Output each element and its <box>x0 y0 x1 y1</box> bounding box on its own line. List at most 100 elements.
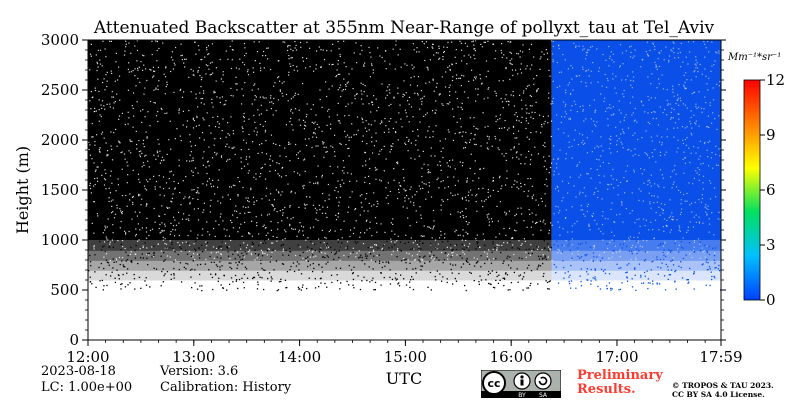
noise-speckle <box>379 150 381 152</box>
noise-speckle <box>474 58 476 60</box>
noise-speckle <box>234 184 236 187</box>
noise-speckle <box>506 242 508 244</box>
noise-speckle <box>323 141 325 144</box>
noise-speckle <box>583 260 585 262</box>
noise-speckle <box>536 91 538 93</box>
noise-speckle <box>364 62 366 64</box>
noise-speckle <box>407 100 409 102</box>
noise-speckle <box>412 68 414 70</box>
noise-speckle <box>158 215 161 217</box>
noise-speckle <box>623 89 625 92</box>
noise-speckle <box>245 158 247 160</box>
noise-speckle <box>590 280 592 282</box>
noise-speckle <box>587 279 589 281</box>
noise-speckle <box>137 67 139 70</box>
noise-speckle <box>632 134 634 136</box>
noise-speckle <box>143 93 145 95</box>
noise-speckle <box>339 267 342 269</box>
noise-speckle <box>709 198 712 200</box>
noise-speckle <box>610 107 612 109</box>
noise-speckle <box>231 147 233 149</box>
noise-speckle <box>609 258 611 260</box>
noise-speckle <box>388 131 390 133</box>
noise-speckle <box>279 89 281 91</box>
noise-speckle <box>571 78 573 80</box>
noise-speckle <box>710 157 712 159</box>
noise-speckle <box>651 259 653 261</box>
noise-speckle <box>374 281 377 284</box>
noise-speckle <box>582 110 584 112</box>
noise-speckle <box>216 256 218 258</box>
noise-speckle <box>602 53 604 56</box>
noise-speckle <box>490 262 493 264</box>
noise-speckle <box>361 49 363 51</box>
noise-speckle <box>707 40 709 43</box>
noise-speckle <box>541 126 543 128</box>
noise-speckle <box>230 277 233 279</box>
noise-speckle <box>408 139 410 141</box>
noise-speckle <box>527 122 529 124</box>
noise-speckle <box>544 205 547 207</box>
noise-speckle <box>582 143 585 145</box>
noise-speckle <box>165 243 168 245</box>
noise-speckle <box>96 134 98 136</box>
noise-speckle <box>593 248 595 250</box>
heatmap-region-fade <box>551 240 721 251</box>
noise-speckle <box>390 118 392 120</box>
noise-speckle <box>335 252 337 254</box>
chart-title: Attenuated Backscatter at 355nm Near-Ran… <box>93 18 715 38</box>
noise-speckle <box>337 120 339 122</box>
noise-speckle <box>693 241 695 243</box>
noise-speckle <box>442 147 444 149</box>
noise-speckle <box>456 74 458 76</box>
noise-speckle <box>502 107 504 109</box>
noise-speckle <box>335 219 338 221</box>
noise-speckle <box>611 239 613 241</box>
noise-speckle <box>657 58 659 60</box>
noise-speckle <box>571 206 573 208</box>
noise-speckle <box>713 64 715 66</box>
noise-speckle <box>653 237 655 239</box>
noise-speckle <box>341 179 343 181</box>
noise-speckle <box>487 97 489 99</box>
noise-speckle <box>663 249 665 251</box>
noise-speckle <box>243 242 245 244</box>
noise-speckle <box>393 168 395 170</box>
noise-speckle <box>165 86 167 88</box>
noise-speckle <box>558 45 560 47</box>
noise-speckle <box>362 135 364 137</box>
noise-speckle <box>285 124 287 126</box>
noise-speckle <box>375 169 377 171</box>
noise-speckle <box>704 206 706 208</box>
noise-speckle <box>594 147 596 149</box>
noise-speckle <box>305 239 307 241</box>
noise-speckle <box>162 176 165 178</box>
noise-speckle <box>598 70 600 72</box>
noise-speckle <box>561 116 563 118</box>
noise-speckle <box>333 151 336 153</box>
noise-speckle <box>368 202 370 204</box>
noise-speckle <box>368 266 370 268</box>
noise-speckle <box>596 223 598 225</box>
noise-speckle <box>626 277 628 279</box>
noise-speckle <box>265 195 267 197</box>
noise-speckle <box>602 161 604 164</box>
noise-speckle <box>178 211 180 213</box>
noise-speckle <box>556 114 558 116</box>
noise-speckle <box>468 249 470 252</box>
noise-speckle <box>341 237 343 239</box>
noise-speckle <box>631 210 633 212</box>
noise-speckle <box>215 67 217 69</box>
noise-speckle <box>416 253 418 256</box>
noise-speckle <box>511 69 514 71</box>
noise-speckle <box>715 196 717 198</box>
noise-speckle <box>647 180 649 182</box>
noise-speckle <box>219 97 221 99</box>
noise-speckle <box>594 219 596 221</box>
noise-speckle <box>636 253 638 255</box>
noise-speckle <box>585 195 587 197</box>
noise-speckle <box>348 139 350 141</box>
noise-speckle <box>253 276 255 279</box>
noise-speckle <box>143 164 145 166</box>
noise-speckle <box>676 127 679 129</box>
